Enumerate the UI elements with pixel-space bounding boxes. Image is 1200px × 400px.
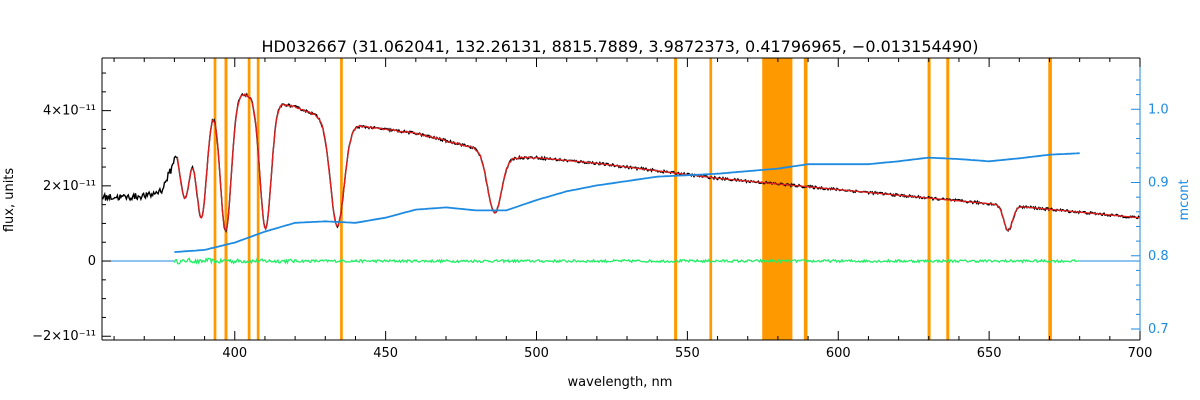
masked-region-5: [340, 58, 343, 340]
residual-line: [173, 256, 1080, 265]
x-tick-label: 550: [675, 346, 700, 361]
x-tick-label: 600: [826, 346, 851, 361]
continuum-line: [174, 152, 1080, 253]
masked-region-4: [256, 58, 260, 340]
y-right-tick-label: 1.0: [1148, 102, 1169, 117]
x-tick-label: 700: [1128, 346, 1153, 361]
series-lines: [101, 92, 1140, 265]
masked-region-6: [674, 58, 678, 340]
y-tick-label: −2×10⁻¹¹: [32, 329, 96, 344]
masked-region-2: [224, 58, 228, 340]
x-tick-label: 450: [373, 346, 398, 361]
chart-title: HD032667 (31.062041, 132.26131, 8815.788…: [262, 37, 979, 56]
masked-region-10: [927, 58, 931, 340]
y-right-tick-label: 0.9: [1148, 176, 1169, 191]
x-axis-label: wavelength, nm: [568, 375, 673, 390]
masked-region-12: [1048, 58, 1052, 340]
masked-region-1: [213, 58, 217, 340]
y-tick-label: 2×10⁻¹¹: [43, 179, 96, 194]
y-tick-label: 4×10⁻¹¹: [43, 104, 96, 119]
y-right-axis-label: mcont: [1177, 179, 1192, 220]
masked-regions: [213, 58, 1052, 340]
y-right-tick-label: 0.7: [1148, 322, 1169, 337]
y-axis-label: flux, units: [2, 168, 17, 233]
axes: 400 450 500 550 600 650 700 −2×10⁻¹¹ 0 2×10⁻¹¹ 4×1…: [32, 57, 1169, 361]
masked-region-3: [247, 58, 251, 340]
x-tick-label: 500: [524, 346, 549, 361]
masked-region-9: [803, 58, 808, 340]
x-tick-label: 400: [222, 346, 247, 361]
x-tick-label: 650: [977, 346, 1002, 361]
y-tick-label: 0: [88, 254, 96, 269]
model-spectrum-line: [176, 92, 1140, 232]
masked-region-7: [709, 58, 713, 340]
y-right-tick-label: 0.8: [1148, 249, 1169, 264]
masked-region-8: [762, 58, 793, 340]
